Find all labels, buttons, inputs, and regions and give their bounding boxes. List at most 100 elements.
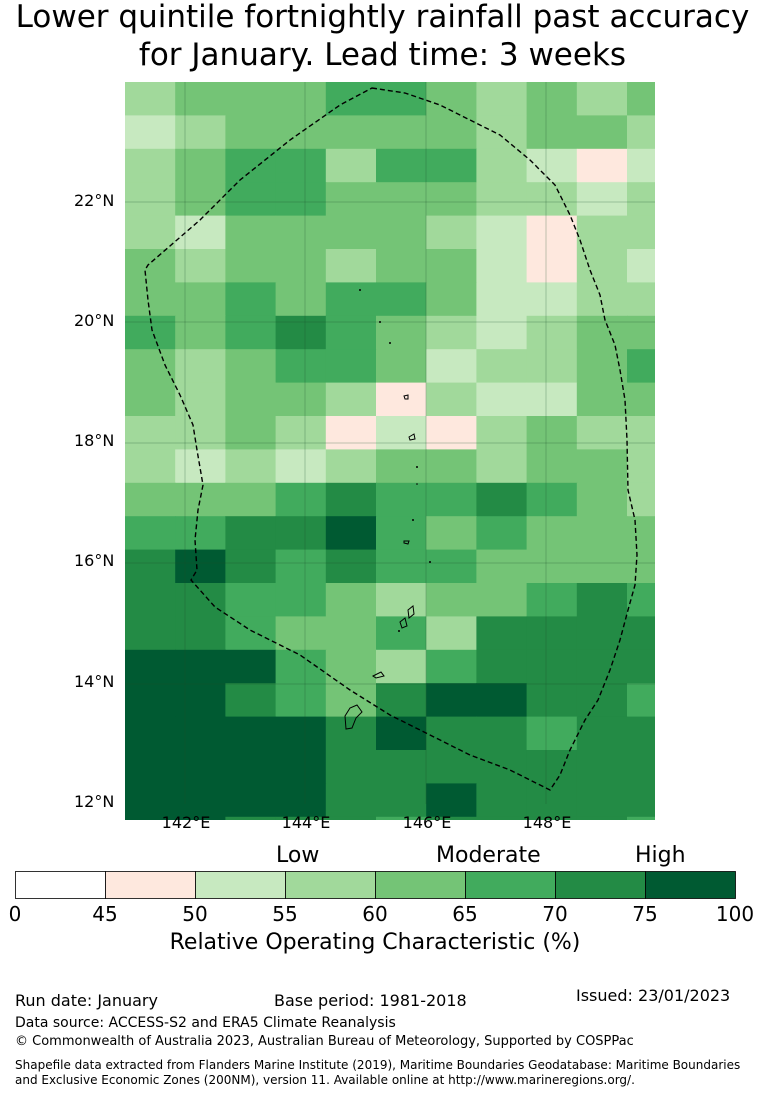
map-cell <box>476 349 528 384</box>
map-cell <box>325 616 377 651</box>
map-cell <box>476 115 528 150</box>
map-cell <box>325 416 377 450</box>
map-cell <box>175 249 226 283</box>
map-cell <box>526 482 578 517</box>
map-cell <box>376 516 427 551</box>
map-cell <box>627 416 655 450</box>
lon-label: 146°E <box>402 813 452 832</box>
colorbar-segment <box>645 871 736 899</box>
map-cell <box>426 382 477 417</box>
map-cell <box>275 516 327 551</box>
map-cell <box>275 416 327 450</box>
map-cell <box>376 549 427 584</box>
map-cell <box>376 315 427 350</box>
map-cell <box>275 315 327 350</box>
map-cell <box>175 750 226 784</box>
colorbar-label: Relative Operating Characteristic (%) <box>169 930 581 955</box>
map-cell <box>275 249 327 283</box>
map-cell <box>125 249 176 283</box>
map-cell <box>376 649 427 684</box>
map-cell <box>627 182 655 217</box>
map-cell <box>526 449 578 484</box>
map-cell <box>376 482 427 517</box>
map-cell <box>476 182 528 217</box>
map-cell <box>125 282 176 317</box>
map-cell <box>225 215 277 250</box>
colorbar-segment <box>465 871 556 899</box>
map-cell <box>576 182 628 217</box>
map-cell <box>125 649 176 684</box>
map-cell <box>426 182 477 217</box>
map-cell <box>426 282 477 317</box>
map-cell <box>627 449 655 484</box>
map-cell <box>275 816 327 820</box>
map-cell <box>125 416 176 450</box>
map-cell <box>325 816 377 820</box>
map-cell <box>225 649 277 684</box>
map-cell <box>175 449 226 484</box>
map-cell <box>225 148 277 183</box>
map-cell <box>526 783 578 818</box>
map-cell <box>576 349 628 384</box>
map-cell <box>225 349 277 384</box>
map-cell <box>576 649 628 684</box>
map-cell <box>576 82 628 116</box>
colorbar-tick: 70 <box>542 902 568 926</box>
map-cell <box>325 750 377 784</box>
map-cell <box>576 516 628 551</box>
map-cell <box>275 716 327 751</box>
map-cell <box>376 115 427 150</box>
map-cell <box>175 382 226 417</box>
map-cell <box>376 215 427 250</box>
map-cell <box>426 616 477 651</box>
map-cell <box>325 716 377 751</box>
map-cell <box>476 382 528 417</box>
colorbar-segment <box>195 871 286 899</box>
map-cell <box>627 82 655 116</box>
map-cell <box>476 616 528 651</box>
lat-label: 16°N <box>74 551 115 570</box>
lat-label: 22°N <box>74 191 115 210</box>
map-cell <box>526 649 578 684</box>
map-cell <box>576 315 628 350</box>
island-pagan <box>408 433 416 441</box>
map-cell <box>426 148 477 183</box>
map-cell <box>627 750 655 784</box>
map-cell <box>627 649 655 684</box>
island-small <box>412 519 414 521</box>
chart-title-line-1: Lower quintile fortnightly rainfall past… <box>15 0 750 35</box>
map-cell <box>175 115 226 150</box>
map-cell <box>225 716 277 751</box>
map-cell <box>627 616 655 651</box>
accuracy-map <box>125 82 655 820</box>
map-cell <box>627 215 655 250</box>
lon-label: 144°E <box>281 813 331 832</box>
map-cell <box>376 816 427 820</box>
map-cell <box>125 716 176 751</box>
map-cell <box>275 382 327 417</box>
map-cell <box>627 549 655 584</box>
map-cell <box>576 249 628 283</box>
map-cell <box>627 683 655 718</box>
map-cell <box>627 816 655 820</box>
map-cell <box>325 683 377 718</box>
map-cell <box>275 349 327 384</box>
map-cell <box>125 583 176 617</box>
map-cell <box>526 716 578 751</box>
map-cell <box>526 182 578 217</box>
island-small <box>416 466 418 468</box>
map-cell <box>476 315 528 350</box>
map-cell <box>426 783 477 818</box>
map-cell <box>476 549 528 584</box>
colorbar-tick: 45 <box>92 902 118 926</box>
island-guam <box>344 704 363 730</box>
map-cell <box>627 349 655 384</box>
map-cell <box>376 750 427 784</box>
island-anatahan <box>403 540 410 545</box>
map-cell <box>325 282 377 317</box>
map-cell <box>526 549 578 584</box>
eez-boundary <box>144 87 638 791</box>
map-cell <box>476 783 528 818</box>
island-tinian <box>399 617 408 629</box>
map-cell <box>125 683 176 718</box>
